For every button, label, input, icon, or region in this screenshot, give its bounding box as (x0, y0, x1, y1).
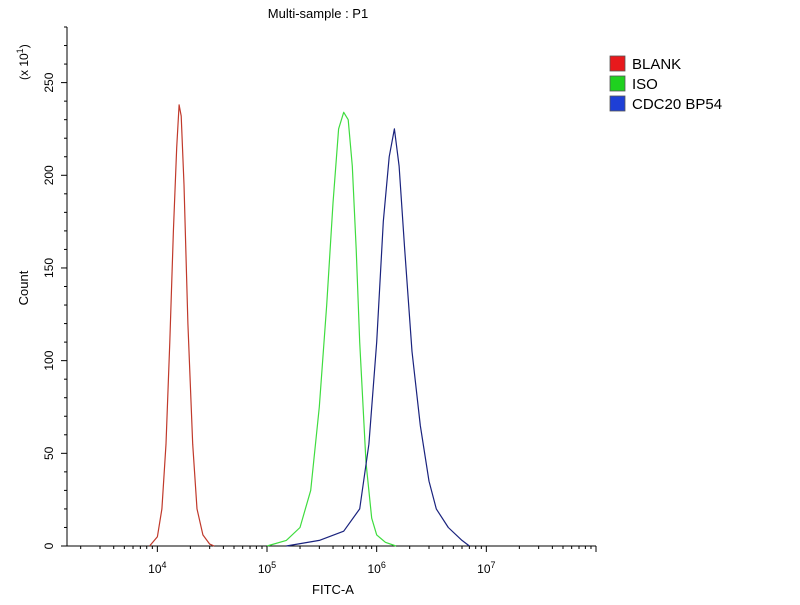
y-multiplier-exponent: 1 (15, 48, 25, 53)
x-tick-label: 105 (258, 560, 276, 576)
x-tick-base: 10 (477, 562, 491, 576)
y-tick-label: 0 (42, 542, 56, 549)
legend-swatch-2 (609, 75, 626, 92)
series-line-3 (286, 128, 470, 547)
x-tick-exponent: 4 (162, 560, 167, 570)
chart-title: Multi-sample : P1 (268, 6, 368, 21)
y-multiplier-prefix: (x 10 (17, 53, 31, 80)
y-tick-label: 250 (42, 72, 56, 92)
legend-label-3: CDC20 BP54 (632, 96, 722, 113)
y-tick-label: 100 (42, 350, 56, 370)
legend-swatch-1 (609, 55, 626, 72)
x-tick-label: 107 (477, 560, 495, 576)
x-tick-base: 10 (367, 562, 381, 576)
y-tick-label: 150 (42, 258, 56, 278)
x-tick-label: 104 (148, 560, 166, 576)
legend-label-1: BLANK (632, 56, 681, 73)
chart-title-group: Multi-sample : P1 (268, 6, 368, 21)
x-tick-exponent: 7 (491, 560, 496, 570)
plot-frame (66, 27, 596, 547)
y-multiplier-suffix: ) (17, 44, 31, 48)
x-axis-ticks: 104 105 106 107 (80, 546, 597, 576)
legend-label-2: ISO (632, 76, 658, 93)
y-tick-label: 50 (42, 446, 56, 460)
x-tick-exponent: 6 (381, 560, 386, 570)
y-tick-label: 200 (42, 165, 56, 185)
x-axis-label: FITC-A (312, 582, 354, 597)
y-multiplier-label: (x 101) (15, 44, 31, 80)
x-tick-label: 106 (367, 560, 385, 576)
chart-legend: BLANK ISO CDC20 BP54 (609, 55, 722, 113)
series-layer (149, 104, 470, 547)
series-line-2 (266, 111, 397, 547)
y-axis-label: Count (16, 270, 31, 305)
x-tick-base: 10 (258, 562, 272, 576)
x-tick-base: 10 (148, 562, 162, 576)
x-tick-exponent: 5 (271, 560, 276, 570)
legend-swatch-3 (609, 95, 626, 112)
y-axis-ticks: 0 50 100 150 200 250 (42, 26, 67, 549)
series-line-1 (149, 104, 215, 547)
